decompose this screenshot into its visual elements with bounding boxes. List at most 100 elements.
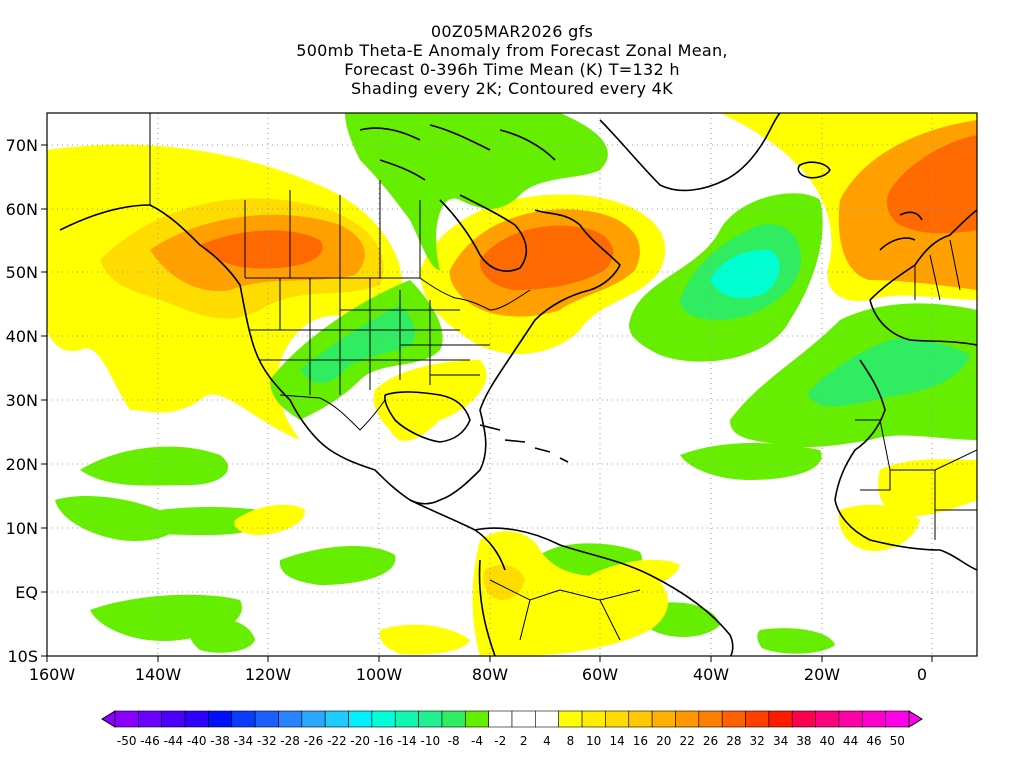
warm-trop-yellow-5 xyxy=(589,559,680,595)
coast-south-america xyxy=(474,527,734,656)
border-us-canada xyxy=(245,277,531,311)
colorbar-cell xyxy=(628,710,653,728)
colorbar-cell xyxy=(324,710,349,728)
colorbar-cells xyxy=(114,710,910,728)
colorbar-cell xyxy=(301,710,326,728)
colorbar-label: 32 xyxy=(750,734,765,748)
graticule xyxy=(47,113,977,656)
colorbar-label: 16 xyxy=(633,734,648,748)
colorbar-label: 14 xyxy=(609,734,624,748)
map-title: 00Z05MAR2026 gfs 500mb Theta-E Anomaly f… xyxy=(0,22,1024,98)
colorbar-cell xyxy=(745,710,770,728)
cool-pacific-green-4 xyxy=(279,545,396,585)
map-frame xyxy=(46,112,978,657)
colorbar-cell xyxy=(184,710,209,728)
colorbar-cell xyxy=(768,710,793,728)
lon-label-60w: 60W xyxy=(582,665,618,684)
lon-label-100w: 100W xyxy=(356,665,403,684)
warm-blob-canada-darkorange xyxy=(479,225,614,290)
colorbar-label: 2 xyxy=(520,734,528,748)
borders-africa xyxy=(855,419,977,540)
warm-trop-yellow-6 xyxy=(379,624,470,655)
colorbar-cell xyxy=(418,710,443,728)
cool-pacific-green-6 xyxy=(188,616,255,653)
warm-trop-yellow-2 xyxy=(472,531,669,656)
lon-label-160w: 160W xyxy=(29,665,76,684)
longitude-axis: 160W 140W 120W 100W 80W 60W 40W 20W 0 xyxy=(29,656,933,684)
colorbar-cell xyxy=(651,710,676,728)
coast-gulf-of-mexico xyxy=(384,391,471,443)
colorbar-label: 44 xyxy=(843,734,858,748)
colorbar-cell xyxy=(231,710,256,728)
lat-label-30n: 30N xyxy=(6,391,38,410)
borders-us-states xyxy=(250,278,490,395)
colorbar-label: 34 xyxy=(773,734,788,748)
colorbar-label: 20 xyxy=(656,734,671,748)
cool-atlantic-teal xyxy=(710,249,780,299)
coast-hudson-bay xyxy=(439,194,528,272)
lon-label-80w: 80W xyxy=(472,665,508,684)
cool-trop-atl-green xyxy=(680,443,822,480)
colorbar-cell xyxy=(371,710,396,728)
colorbar-cell xyxy=(464,710,489,728)
colorbar-label: -14 xyxy=(397,734,417,748)
coastlines xyxy=(59,113,977,656)
colorbar-label: -4 xyxy=(471,734,483,748)
border-us-mexico xyxy=(279,394,386,431)
colorbar-cell xyxy=(138,710,163,728)
cool-us-midgreen xyxy=(300,305,416,384)
colorbar-label: 10 xyxy=(586,734,601,748)
warm-trop-yellow-4 xyxy=(838,504,920,551)
warm-trop-yellow-3 xyxy=(878,459,977,517)
lat-label-eq: EQ xyxy=(15,583,38,602)
cool-pacific-green-1 xyxy=(80,446,229,486)
lon-label-20w: 20W xyxy=(804,665,840,684)
coast-iberia xyxy=(869,299,977,346)
coast-north-america-west xyxy=(59,204,441,505)
colorbar-label: -8 xyxy=(448,734,460,748)
colorbar-right-arrow xyxy=(908,710,923,728)
lat-label-60n: 60N xyxy=(6,200,38,219)
colorbar-cell xyxy=(838,710,863,728)
title-line-3: Forecast 0-396h Time Mean (K) T=132 h xyxy=(344,60,680,79)
colorbar-label: 28 xyxy=(726,734,741,748)
colorbar-label: 26 xyxy=(703,734,718,748)
colorbar-label: 46 xyxy=(866,734,881,748)
colorbar-cell xyxy=(488,710,513,728)
colorbar-label: 22 xyxy=(679,734,694,748)
latitude-axis: 70N 60N 50N 40N 30N 20N 10N EQ 10S xyxy=(6,136,47,666)
colorbar-cell xyxy=(815,710,840,728)
colorbar-label: -10 xyxy=(420,734,440,748)
warm-europe-darkorange xyxy=(887,135,977,234)
lat-label-20n: 20N xyxy=(6,455,38,474)
colorbar-cell xyxy=(208,710,233,728)
colorbar-cell xyxy=(348,710,373,728)
coast-north-america-east xyxy=(439,209,621,501)
borders-europe xyxy=(914,239,961,301)
cool-pacific-green-9 xyxy=(757,628,835,654)
colorbar-cell xyxy=(698,710,723,728)
lat-label-10s: 10S xyxy=(7,647,38,666)
coast-greenland xyxy=(599,113,781,192)
borders-south-america xyxy=(489,579,641,641)
colorbar-label: -20 xyxy=(350,734,370,748)
coast-arctic-archipelago xyxy=(359,124,556,181)
colorbar-label: 38 xyxy=(796,734,811,748)
colorbar-cell xyxy=(278,710,303,728)
title-line-1: 00Z05MAR2026 gfs xyxy=(430,22,594,41)
colorbar-label: -44 xyxy=(164,734,184,748)
colorbar-cell xyxy=(675,710,700,728)
borders-canada-provinces xyxy=(244,180,421,278)
colorbar-label: -50 xyxy=(117,734,137,748)
colorbar-cell xyxy=(394,710,419,728)
colorbar-cell xyxy=(885,710,910,728)
colorbar-cell xyxy=(161,710,186,728)
colorbar-labels: -50 -46 -44 -40 -38 -34 -32 -28 -26 -22 -20 -16 -14-… xyxy=(117,734,905,748)
warm-trop-gold-1 xyxy=(483,564,525,600)
colorbar-label: -46 xyxy=(140,734,160,748)
warm-trop-yellow-1 xyxy=(234,504,305,535)
map-plot-area xyxy=(46,112,978,657)
colorbar-label: -22 xyxy=(327,734,347,748)
lat-label-10n: 10N xyxy=(6,519,38,538)
coast-central-america xyxy=(409,499,506,571)
